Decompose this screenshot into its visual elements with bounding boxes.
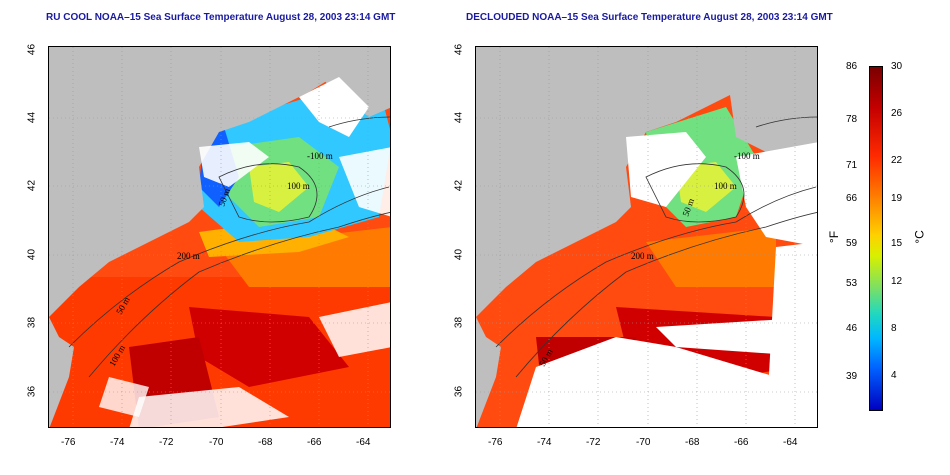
left-lat-tick: 36 — [26, 385, 38, 398]
f-tick: 59 — [846, 238, 858, 249]
c-tick: 12 — [891, 276, 903, 287]
right-lon-tick: -70 — [636, 437, 651, 448]
fahrenheit-unit-label: °F — [827, 230, 842, 244]
left-contour-label-4: 200 m — [177, 251, 200, 261]
right-lon-tick: -68 — [685, 437, 700, 448]
left-lon-tick: -76 — [61, 437, 76, 448]
left-lon-tick: -72 — [159, 437, 174, 448]
right-contour-label-4: 200 m — [631, 251, 654, 261]
right-lat-tick: 42 — [453, 179, 465, 192]
right-lat-tick: 44 — [453, 111, 465, 124]
right-lon-tick: -76 — [488, 437, 503, 448]
right-lon-tick: -72 — [586, 437, 601, 448]
left-lat-tick: 44 — [26, 111, 38, 124]
f-tick: 53 — [846, 278, 858, 289]
right-map-graphic: -100 m 100 m 50 m 200 m 50 m — [476, 47, 817, 427]
right-contour-label-2: 100 m — [714, 181, 737, 191]
f-tick: 86 — [846, 61, 858, 72]
f-tick: 39 — [846, 371, 858, 382]
left-lat-tick: 46 — [26, 43, 38, 56]
left-sst-map: -100 m 100 m 50 m 200 m 50 m 100 m — [48, 46, 391, 428]
left-lon-tick: -74 — [110, 437, 125, 448]
c-tick: 26 — [891, 108, 903, 119]
right-panel-title: DECLOUDED NOAA–15 Sea Surface Temperatur… — [466, 12, 833, 23]
left-lon-tick: -70 — [209, 437, 224, 448]
c-tick: 22 — [891, 155, 903, 166]
left-contour-label-2: 100 m — [287, 181, 310, 191]
c-tick: 30 — [891, 61, 903, 72]
c-tick: 15 — [891, 238, 903, 249]
left-lat-tick: 40 — [26, 248, 38, 261]
left-map-graphic: -100 m 100 m 50 m 200 m 50 m 100 m — [49, 47, 390, 427]
right-sst-map: -100 m 100 m 50 m 200 m 50 m — [475, 46, 818, 428]
right-lon-tick: -66 — [734, 437, 749, 448]
f-tick: 66 — [846, 193, 858, 204]
right-contour-label-1: -100 m — [734, 151, 760, 161]
right-lat-tick: 36 — [453, 385, 465, 398]
right-lat-tick: 38 — [453, 316, 465, 329]
left-lon-tick: -66 — [307, 437, 322, 448]
left-panel-title: RU COOL NOAA–15 Sea Surface Temperature … — [46, 12, 396, 23]
celsius-unit-label: °C — [912, 230, 927, 244]
right-lon-tick: -74 — [537, 437, 552, 448]
left-lon-tick: -64 — [356, 437, 371, 448]
left-lat-tick: 42 — [26, 179, 38, 192]
right-lon-tick: -64 — [783, 437, 798, 448]
c-tick: 4 — [891, 370, 897, 381]
right-lat-tick: 46 — [453, 43, 465, 56]
left-lon-tick: -68 — [258, 437, 273, 448]
f-tick: 71 — [846, 160, 858, 171]
left-lat-tick: 38 — [26, 316, 38, 329]
temperature-colorbar — [869, 66, 883, 411]
f-tick: 78 — [846, 114, 858, 125]
f-tick: 46 — [846, 323, 858, 334]
c-tick: 8 — [891, 323, 897, 334]
left-contour-label-1: -100 m — [307, 151, 333, 161]
right-lat-tick: 40 — [453, 248, 465, 261]
c-tick: 19 — [891, 193, 903, 204]
